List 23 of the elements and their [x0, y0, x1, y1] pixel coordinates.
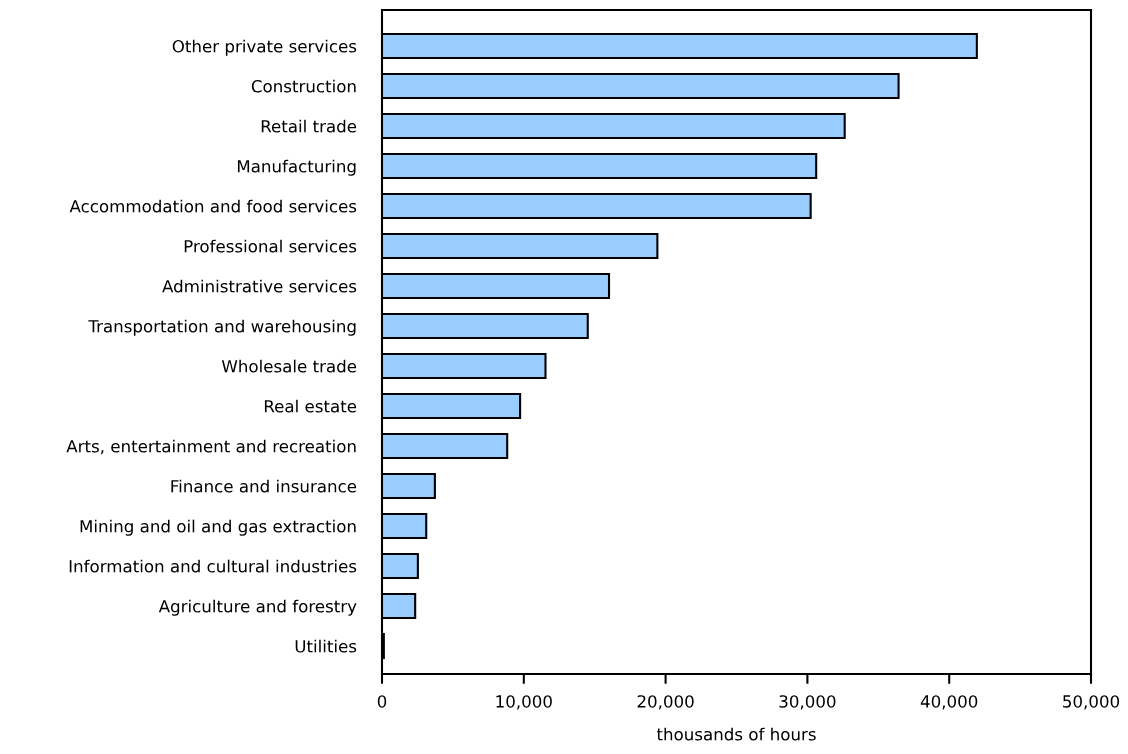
y-tick-label: Wholesale trade: [221, 359, 357, 373]
y-tick-label: Utilities: [295, 639, 357, 653]
y-tick-label: Finance and insurance: [171, 479, 357, 493]
y-tick-label: Professional services: [184, 239, 357, 253]
x-tick-label: 0: [377, 695, 387, 708]
y-tick-label: Agriculture and forestry: [158, 599, 357, 616]
y-tick-label: Other private services: [172, 39, 357, 56]
x-tick-label: 50,000: [1063, 695, 1120, 710]
y-tick-label: Information and cultural industries: [69, 559, 357, 573]
x-tick-label: 10,000: [496, 695, 552, 710]
x-tick-label: 40,000: [920, 695, 978, 710]
y-tick-label: Transportation and warehousing: [88, 319, 356, 336]
y-tick-label: Manufacturing: [237, 159, 356, 176]
y-tick-label: Retail trade: [261, 119, 357, 133]
y-tick-label: Accommodation and food services: [69, 199, 357, 213]
x-tick-label: 20,000: [637, 695, 694, 710]
y-tick-label: Real estate: [264, 399, 357, 413]
x-axis-title: thousands of hours: [656, 727, 816, 741]
y-tick-label: Construction: [251, 79, 356, 93]
x-tick-label: 30,000: [779, 695, 836, 710]
y-tick-label: Arts, entertainment and recreation: [66, 439, 356, 455]
y-tick-label: Mining and oil and gas extraction: [80, 519, 356, 536]
y-tick-label: Administrative services: [162, 279, 357, 293]
